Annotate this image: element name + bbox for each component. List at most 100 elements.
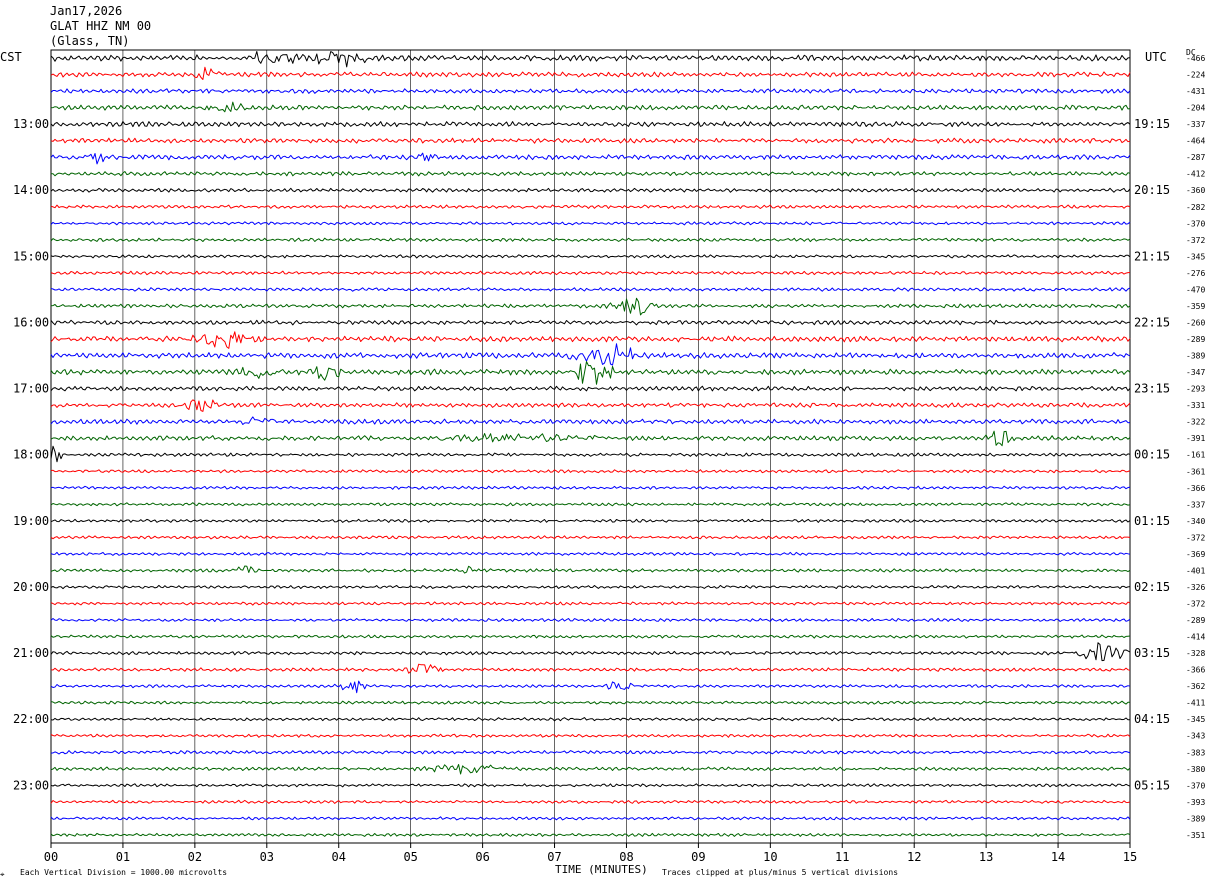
right-hour-label: 23:15: [1134, 382, 1170, 396]
seismic-trace: [50, 343, 1131, 366]
x-tick-label: 09: [691, 850, 705, 864]
corner-mark: ⌖: [0, 870, 5, 879]
x-tick-label: 04: [332, 850, 346, 864]
left-hour-label: 18:00: [13, 448, 49, 462]
seismic-trace: [51, 171, 1131, 177]
x-tick-label: 10: [763, 850, 777, 864]
seismic-trace: [50, 783, 1131, 788]
right-hour-label: 22:15: [1134, 315, 1170, 329]
seismic-trace: [50, 430, 1131, 447]
dc-offset-label: -393: [1186, 798, 1205, 807]
dc-offset-label: -260: [1186, 318, 1205, 327]
dc-offset-label: -337: [1186, 500, 1205, 509]
dc-offset-label: -282: [1186, 203, 1205, 212]
seismic-trace: [50, 750, 1131, 755]
seismic-trace: [50, 663, 1131, 674]
dc-offset-label: -204: [1186, 104, 1205, 113]
dc-offset-label: -370: [1186, 781, 1205, 790]
seismic-trace: [50, 361, 1131, 385]
trace-layer: [50, 51, 1131, 837]
clip-note: Traces clipped at plus/minus 5 vertical …: [662, 868, 899, 877]
header-location: (Glass, TN): [50, 34, 130, 48]
x-tick-label: 13: [979, 850, 993, 864]
header-date: Jan17,2026: [50, 4, 123, 18]
left-hour-label: 17:00: [13, 382, 49, 396]
dc-offset-label: -372: [1186, 533, 1205, 542]
seismic-trace: [50, 469, 1131, 474]
seismic-trace: [50, 485, 1131, 490]
seismic-trace: [50, 331, 1131, 349]
x-tick-label: 05: [403, 850, 417, 864]
dc-label: DC: [1186, 48, 1196, 57]
seismic-trace: [50, 565, 1131, 574]
seismic-trace: [50, 634, 1131, 639]
dc-offset-label: -322: [1186, 418, 1205, 427]
seismic-trace: [50, 51, 1131, 68]
dc-offset-label: -328: [1186, 649, 1205, 658]
seismic-trace: [50, 399, 1131, 412]
seismic-trace: [50, 700, 1130, 705]
label-layer: 00 01 02 03 04 05 06 07 08 09 10 11 12 13 14 15 -466 -224…: [13, 54, 1205, 864]
left-hour-label: 23:00: [13, 778, 49, 792]
x-tick-label: 00: [44, 850, 58, 864]
seismic-trace: [50, 642, 1131, 662]
dc-offset-label: -359: [1186, 302, 1205, 311]
dc-offset-label: -391: [1186, 434, 1205, 443]
right-hour-label: 20:15: [1134, 183, 1170, 197]
seismic-trace: [50, 799, 1131, 804]
dc-offset-label: -464: [1186, 137, 1205, 146]
left-hour-label: 15:00: [13, 249, 49, 263]
x-tick-label: 03: [260, 850, 274, 864]
dc-offset-label: -372: [1186, 236, 1205, 245]
dc-offset-label: -383: [1186, 748, 1205, 757]
seismic-trace: [50, 297, 1131, 316]
x-tick-label: 12: [907, 850, 921, 864]
dc-offset-label: -331: [1186, 401, 1205, 410]
seismic-trace: [50, 287, 1131, 292]
seismic-trace: [50, 601, 1131, 606]
left-hour-label: 21:00: [13, 646, 49, 660]
seismic-trace: [50, 832, 1131, 837]
grid-layer: [50, 49, 1131, 848]
dc-offset-label: -224: [1186, 71, 1205, 80]
dc-offset-label: -369: [1186, 550, 1205, 559]
dc-offset-label: -389: [1186, 352, 1205, 361]
x-tick-label: 14: [1051, 850, 1065, 864]
right-timezone-label: UTC: [1145, 50, 1167, 64]
seismic-trace: [50, 535, 1131, 540]
x-tick-label: 06: [475, 850, 489, 864]
seismic-trace: [50, 121, 1131, 128]
dc-offset-label: -276: [1186, 269, 1205, 278]
right-hour-label: 02:15: [1134, 580, 1170, 594]
dc-offset-label: -326: [1186, 583, 1205, 592]
dc-offset-label: -293: [1186, 385, 1205, 394]
dc-offset-label: -414: [1186, 633, 1205, 642]
seismic-trace: [50, 551, 1131, 556]
seismic-trace: [50, 204, 1131, 210]
seismic-trace: [50, 385, 1131, 392]
x-tick-label: 02: [188, 850, 202, 864]
right-hour-label: 00:15: [1134, 448, 1170, 462]
x-tick-label: 07: [547, 850, 561, 864]
seismic-trace: [50, 152, 1131, 165]
seismic-trace: [50, 137, 1131, 144]
right-hour-label: 01:15: [1134, 514, 1170, 528]
scale-note: Each Vertical Division = 1000.00 microvo…: [20, 868, 228, 877]
seismic-trace: [50, 221, 1131, 226]
plot-frame: [50, 49, 1131, 844]
left-timezone-label: CST: [0, 50, 22, 64]
seismic-trace: [50, 617, 1131, 622]
seismic-trace: [50, 254, 1131, 259]
dc-offset-label: -389: [1186, 814, 1205, 823]
left-hour-label: 14:00: [13, 183, 49, 197]
x-tick-label: 11: [835, 850, 849, 864]
seismic-trace: [50, 187, 1131, 193]
dc-offset-label: -345: [1186, 715, 1205, 724]
left-hour-label: 19:00: [13, 514, 49, 528]
dc-offset-label: -340: [1186, 517, 1205, 526]
dc-offset-label: -337: [1186, 120, 1205, 129]
dc-offset-label: -287: [1186, 153, 1205, 162]
dc-offset-label: -372: [1186, 599, 1205, 608]
seismic-trace: [50, 717, 1130, 722]
